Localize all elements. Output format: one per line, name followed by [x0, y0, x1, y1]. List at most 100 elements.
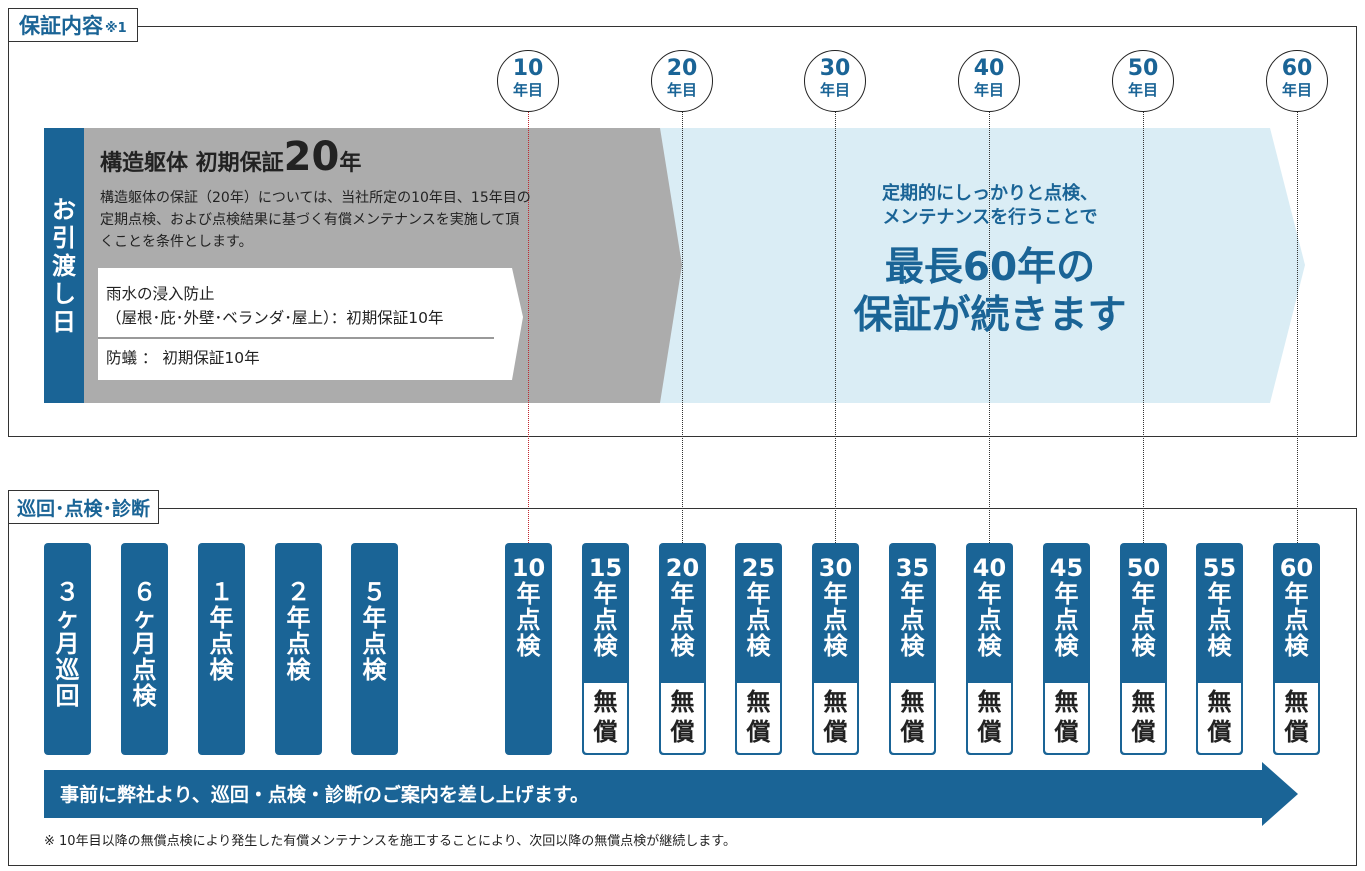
free-badge-char: 償 — [1207, 718, 1232, 746]
inspection-label-char: 15 — [588, 554, 623, 582]
free-inspection-badge: 無償 — [891, 683, 934, 753]
handover-char: 渡 — [52, 251, 76, 280]
handover-char: 引 — [52, 223, 76, 252]
inspection-item: 20 年点検無償 — [659, 543, 706, 755]
inspection-label-char: 25 — [741, 554, 776, 582]
inspection-label-char: 回 — [55, 682, 80, 710]
inspection-label: 20 年点検 — [659, 555, 706, 659]
handover-char: お — [52, 195, 76, 224]
inspection-label-char: 10 — [511, 554, 546, 582]
free-badge-char: 無 — [1207, 688, 1232, 716]
inspection-label-char: １ — [209, 578, 234, 606]
inspection-label-char: 年 — [977, 580, 1002, 608]
inspection-label-char: ６ — [132, 578, 157, 606]
year-bubble-number: 20 — [666, 56, 698, 81]
inspection-label-char: ヶ — [132, 604, 157, 632]
inspection-section-title: 巡回･点検･診断 — [8, 490, 160, 524]
connector-line-40 — [989, 112, 990, 543]
inspection-label: 30 年点検 — [812, 555, 859, 659]
arrow-bar — [44, 762, 1298, 826]
inspection-label-char: 年 — [1284, 580, 1309, 608]
free-badge-char: 無 — [823, 688, 848, 716]
inspection-label-char: 年 — [1054, 580, 1079, 608]
warranty-section-title: 保証内容 ※1 — [8, 8, 138, 42]
inspection-section-box — [8, 508, 1357, 866]
structure-desc-line: 構造躯体の保証（20年）については、当社所定の10年目、15年目の — [100, 190, 531, 206]
inspection-label-char: 年 — [1131, 580, 1156, 608]
warranty-title-note: ※1 — [105, 20, 127, 36]
structure-desc-line: くことを条件とします。 — [100, 234, 253, 250]
structure-desc-line: 定期点検、および点検結果に基づく有償メンテナンスを実施して頂 — [100, 212, 520, 228]
inspection-label-char: 点 — [1054, 606, 1079, 634]
year-bubble-unit: 年目 — [666, 81, 697, 99]
free-badge-char: 無 — [593, 688, 618, 716]
inspection-item: 55 年点検無償 — [1196, 543, 1243, 755]
inspection-label-char: 検 — [1284, 632, 1309, 660]
inspection-label: 40 年点検 — [966, 555, 1013, 659]
year-bubble-50: 50 年目 — [1112, 50, 1174, 112]
year-bubble-unit: 年目 — [1281, 81, 1312, 99]
inspection-label-char: 年 — [823, 580, 848, 608]
inspection-label-char: 検 — [362, 656, 387, 684]
year-bubble-10: 10 年目 — [497, 50, 559, 112]
inspection-label-char: ３ — [55, 578, 80, 606]
inspection-label-char: 55 — [1202, 554, 1237, 582]
rain-warranty-text: 雨水の浸入防止 （屋根･庇･外壁･ベランダ･屋上）：初期保証10年 — [106, 282, 443, 330]
arrow-bar-text: 事前に弊社より、巡回・点検・診断のご案内を差し上げます。 — [60, 784, 589, 806]
inspection-label-char: 点 — [1207, 606, 1232, 634]
inspection-label-char: 検 — [209, 656, 234, 684]
connector-line-20 — [682, 112, 683, 543]
inspection-label-char: 点 — [900, 606, 925, 634]
year-bubble-unit: 年目 — [512, 81, 543, 99]
structure-warranty-heading: 構造躯体 初期保証20年 — [100, 134, 361, 180]
extended-small-line1: 定期的にしっかりと点検、 — [882, 183, 1098, 204]
inspection-label-char: 点 — [670, 606, 695, 634]
extended-warranty-small: 定期的にしっかりと点検、 メンテナンスを行うことで — [800, 182, 1180, 230]
year-bubble-number: 60 — [1281, 56, 1313, 81]
inspection-item: 45 年点検無償 — [1043, 543, 1090, 755]
free-inspection-badge: 無償 — [1122, 683, 1165, 753]
year-bubble-20: 20 年目 — [651, 50, 713, 112]
year-bubble-number: 40 — [973, 56, 1005, 81]
handover-char: 日 — [52, 307, 76, 336]
free-badge-char: 償 — [1284, 718, 1309, 746]
inspection-label-char: 点 — [977, 606, 1002, 634]
inspection-label-char: 年 — [670, 580, 695, 608]
inspection-label-char: 検 — [900, 632, 925, 660]
inspection-item: 15 年点検無償 — [582, 543, 629, 755]
inspection-label-char: 年 — [362, 604, 387, 632]
free-badge-char: 償 — [977, 718, 1002, 746]
inspection-item: 60 年点検無償 — [1273, 543, 1320, 755]
free-inspection-badge: 無償 — [968, 683, 1011, 753]
inspection-label: 10 年点検 — [505, 555, 552, 659]
free-badge-char: 無 — [977, 688, 1002, 716]
extended-big-line2: 保証が続きます — [853, 293, 1127, 338]
free-badge-char: 償 — [1131, 718, 1156, 746]
inspection-item: 40 年点検無償 — [966, 543, 1013, 755]
inspection-label-char: 検 — [286, 656, 311, 684]
inspection-label-char: 30 — [818, 554, 853, 582]
inspection-label-char: 年 — [286, 604, 311, 632]
handover-date-label: お 引 渡 し 日 — [44, 128, 84, 403]
inspection-label-char: 月 — [132, 630, 157, 658]
termite-warranty-text: 防蟻 ： 初期保証10年 — [106, 349, 260, 367]
inspection-label-char: 点 — [1284, 606, 1309, 634]
inspection-label-char: 35 — [895, 554, 930, 582]
inspection-title-text: 巡回･点検･診断 — [17, 497, 151, 520]
year-bubble-number: 10 — [512, 56, 544, 81]
free-badge-char: 償 — [670, 718, 695, 746]
inspection-item: 35 年点検無償 — [889, 543, 936, 755]
inspection-label: 60 年点検 — [1273, 555, 1320, 659]
free-badge-char: 無 — [900, 688, 925, 716]
inspection-label-char: 45 — [1049, 554, 1084, 582]
inspection-label-char: 月 — [55, 630, 80, 658]
structure-heading-years: 20 — [283, 134, 340, 180]
inspection-label-char: 点 — [362, 630, 387, 658]
sub-warranty-box — [98, 268, 523, 380]
inspection-label-char: 年 — [516, 580, 541, 608]
